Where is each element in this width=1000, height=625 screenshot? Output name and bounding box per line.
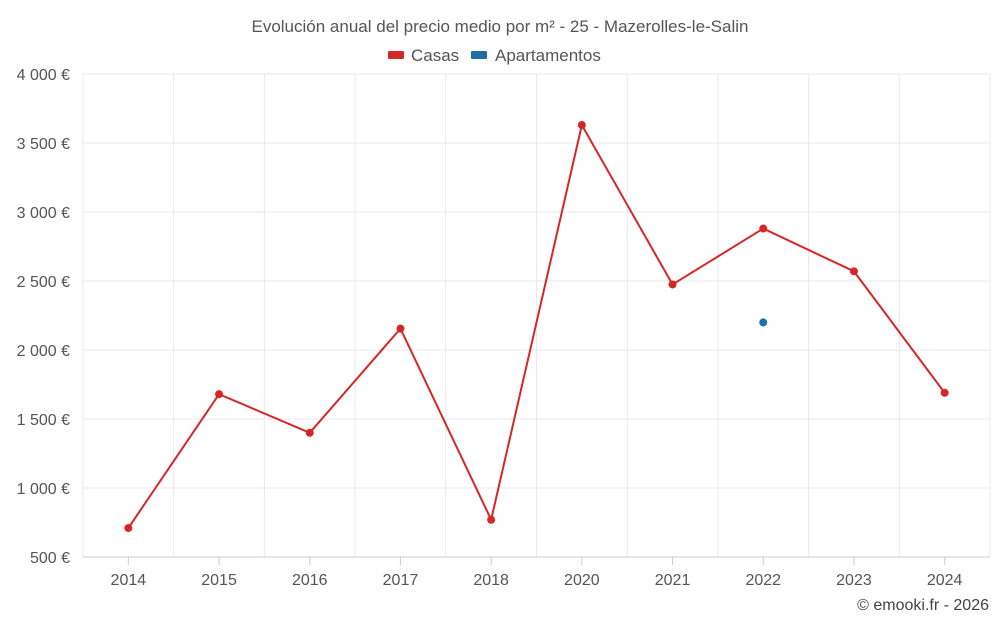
series-line-casas	[127, 124, 946, 529]
y-tick-label: 1 500 €	[17, 412, 70, 429]
data-point-casas[interactable]	[668, 280, 677, 289]
x-tick-label: 2018	[473, 572, 509, 589]
y-tick-label: 500 €	[30, 550, 70, 567]
x-tick-label: 2021	[655, 572, 691, 589]
x-tick-label: 2024	[927, 572, 963, 589]
data-point-casas[interactable]	[487, 515, 496, 524]
y-tick-label: 2 500 €	[17, 274, 70, 291]
y-tick-label: 1 000 €	[17, 481, 70, 498]
x-tick-label: 2015	[201, 572, 237, 589]
credit-text: © emooki.fr - 2026	[857, 597, 989, 614]
legend-item-apartamentos[interactable]: Apartamentos	[471, 46, 601, 65]
x-tick-label: 2014	[111, 572, 147, 589]
data-point-casas[interactable]	[396, 324, 405, 333]
x-tick-label: 2016	[292, 572, 328, 589]
x-tick-label: 2017	[383, 572, 419, 589]
data-point-casas[interactable]	[849, 267, 858, 276]
x-axis-ticks: 2014 2015 2016 2017 2018 2020 2021 2022 2023 2024	[111, 557, 963, 589]
legend-label-apartamentos: Apartamentos	[495, 46, 601, 65]
series-layer	[124, 121, 949, 533]
chart-title: Evolución anual del precio medio por m² …	[251, 17, 748, 36]
y-tick-label: 2 000 €	[17, 343, 70, 360]
data-point-casas[interactable]	[577, 121, 586, 130]
y-axis-ticks: 500 € 1 000 € 1 500 € 2 000 € 2 500 € 3 000 €…	[17, 67, 70, 567]
legend-item-casas[interactable]: Casas	[388, 46, 459, 65]
data-point-apartamentos[interactable]	[759, 318, 768, 327]
y-tick-label: 3 000 €	[17, 205, 70, 222]
data-point-casas[interactable]	[124, 524, 133, 533]
data-point-casas[interactable]	[940, 388, 949, 397]
x-tick-label: 2020	[564, 572, 600, 589]
data-point-casas[interactable]	[215, 390, 224, 399]
data-point-casas[interactable]	[759, 224, 768, 233]
y-tick-label: 4 000 €	[17, 67, 70, 84]
gridlines	[82, 73, 991, 557]
data-point-casas[interactable]	[305, 428, 314, 437]
y-tick-label: 3 500 €	[17, 136, 70, 153]
legend-swatch-casas	[388, 51, 404, 59]
x-tick-label: 2023	[836, 572, 872, 589]
legend: Casas Apartamentos	[388, 46, 601, 65]
legend-swatch-apartamentos	[471, 51, 487, 59]
legend-label-casas: Casas	[411, 46, 459, 65]
x-tick-label: 2022	[745, 572, 781, 589]
